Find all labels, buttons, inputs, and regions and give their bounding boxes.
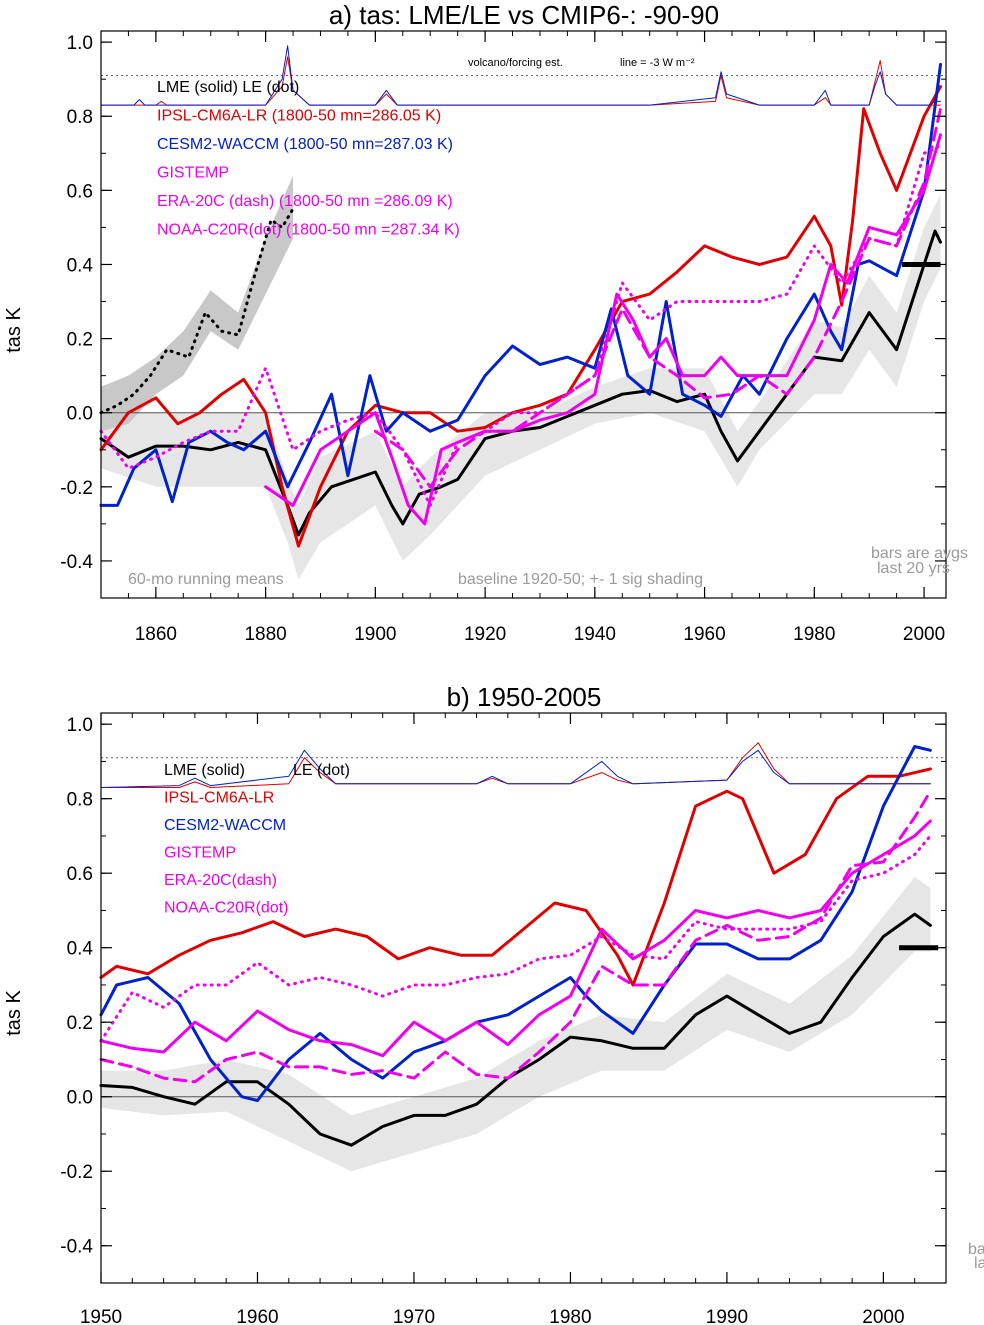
volcano-scale-label: line = -3 W m⁻² <box>620 57 695 69</box>
y-tick-label: 0.6 <box>67 181 93 202</box>
series-noaa-c20r <box>99 834 932 1043</box>
panel-a-note-baseline: baseline 1920-50; +- 1 sig shading <box>458 571 703 588</box>
x-tick-label: 1940 <box>574 624 616 645</box>
legend-entry-cesm2-waccm: CESM2-WACCM <box>164 817 286 834</box>
panel-b-legend: LME (solid) LE (dot) IPSL-CM6A-LR CESM2-WAC… <box>164 762 350 917</box>
y-tick-label: 0.2 <box>67 1013 93 1034</box>
band-le-spread <box>101 175 293 432</box>
x-tick-label: 1920 <box>464 624 506 645</box>
series-volcano-cesm <box>100 749 931 788</box>
series-era-20c <box>99 789 932 1084</box>
y-tick-label: 0.6 <box>67 864 93 885</box>
y-tick-label: 0.4 <box>67 939 94 960</box>
series-gistemp <box>264 133 942 526</box>
series-ipsl-cm6a-lr <box>99 767 932 987</box>
x-tick-label: 1980 <box>793 624 835 645</box>
series-volcano-cesm <box>100 45 941 106</box>
y-tick-label: 0.0 <box>67 1088 93 1109</box>
y-tick-label: 0.0 <box>67 404 93 425</box>
series-ipsl-cm6a-lr <box>99 85 942 548</box>
legend-entry-gistemp: GISTEMP <box>164 845 236 862</box>
series-noaa-c20r <box>99 144 942 507</box>
x-tick-label: 1900 <box>354 624 396 645</box>
legend-entry-cesm2-waccm-1800-50-mn-287-03-k: CESM2-WACCM (1800-50 mn=287.03 K) <box>157 136 453 153</box>
y-tick-label: -0.2 <box>60 1162 93 1183</box>
y-tick-label: -0.2 <box>60 478 93 499</box>
panel-b-note-last20: la <box>974 1255 984 1272</box>
legend-entry-era-20c-dash-1800-50-mn-286-09-k: ERA-20C (dash) (1800-50 mn =286.09 K) <box>157 193 453 210</box>
legend-entry-gistemp: GISTEMP <box>157 165 229 182</box>
x-tick-label: 2000 <box>862 1307 904 1325</box>
y-tick-label: 1.0 <box>67 33 93 54</box>
y-tick-label: 0.8 <box>67 107 93 128</box>
panel-b-ylabel: tas K <box>3 990 25 1036</box>
x-tick-label: 2000 <box>903 624 945 645</box>
x-tick-label: 1980 <box>549 1307 591 1325</box>
panel-a-note-running-means: 60-mo running means <box>128 571 284 588</box>
panel-b-frame <box>100 712 947 1284</box>
band-lme-spread <box>101 876 931 1172</box>
legend-entry-le-dot: LE (dot) <box>293 762 350 779</box>
panel-a-ylabel: tas K <box>3 307 25 353</box>
y-tick-label: 0.8 <box>67 790 93 811</box>
y-tick-label: -0.4 <box>60 1237 93 1258</box>
panel-a-note-bars: bars are avgs <box>871 545 968 562</box>
legend-entry-lme-solid-le-dot: LME (solid) LE (dot) <box>157 79 299 96</box>
x-tick-label: 1860 <box>135 624 177 645</box>
legend-entry-lme-solid: LME (solid) <box>164 762 245 779</box>
legend-entry-noaa-c20r-dot: NOAA-C20R(dot) <box>164 900 288 917</box>
series-gistemp <box>99 819 932 1058</box>
legend-entry-ipsl-cm6a-lr-1800-50-mn-286-05-k: IPSL-CM6A-LR (1800-50 mn=286.05 K) <box>157 108 441 125</box>
series-lme <box>99 912 932 1147</box>
panel-a: a) tas: LME/LE vs CMIP6-: -90-90 -0.4 -0.… <box>3 0 968 645</box>
x-tick-label: 1990 <box>706 1307 748 1325</box>
y-tick-label: -0.4 <box>60 552 93 573</box>
y-tick-label: 0.2 <box>67 330 93 351</box>
x-tick-label: 1970 <box>393 1307 435 1325</box>
panel-b-note-bars: ba <box>968 1241 984 1258</box>
series-cesm2-waccm <box>99 745 932 1102</box>
legend-entry-ipsl-cm6a-lr: IPSL-CM6A-LR <box>164 790 274 807</box>
series-era-20c <box>373 107 942 489</box>
y-tick-label: 0.4 <box>67 255 94 276</box>
x-tick-label: 1960 <box>683 624 725 645</box>
panel-a-frame <box>100 30 947 599</box>
legend-entry-noaa-c20r-dot-1800-50-mn-287-34-k: NOAA-C20R(dot) (1800-50 mn =287.34 K) <box>157 222 460 239</box>
panel-a-title: a) tas: LME/LE vs CMIP6-: -90-90 <box>329 0 719 30</box>
x-tick-label: 1880 <box>244 624 286 645</box>
panel-a-legend: LME (solid) LE (dot) IPSL-CM6A-LR (1800-5… <box>157 79 460 239</box>
panel-b: b) 1950-2005 -0.4 -0.2 0.0 0.2 0.4 0.6 0.8 1.0 1… <box>3 682 984 1325</box>
legend-entry-era-20c-dash: ERA-20C(dash) <box>164 872 277 889</box>
panel-b-title: b) 1950-2005 <box>447 682 602 712</box>
y-tick-label: 1.0 <box>67 715 93 736</box>
x-tick-label: 1950 <box>80 1307 122 1325</box>
series-cesm2-waccm <box>99 62 942 507</box>
band-lme-spread <box>101 194 941 580</box>
panel-a-note-last20: last 20 yrs <box>877 560 950 577</box>
volcano-label: volcano/forcing est. <box>468 57 563 69</box>
x-tick-label: 1960 <box>236 1307 278 1325</box>
